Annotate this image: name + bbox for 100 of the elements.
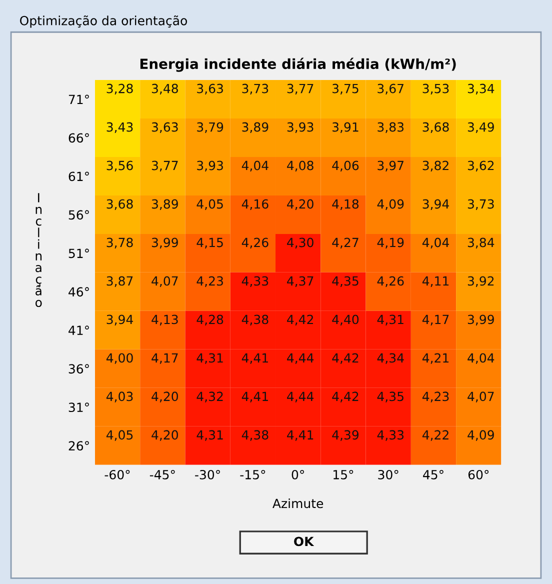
- data-label: 4,26: [242, 238, 268, 248]
- text: Optimização da orientação: [20, 15, 187, 28]
- data-label: 4,42: [332, 392, 358, 402]
- data-label: 4,17: [152, 353, 178, 364]
- data-label: 3,92: [468, 276, 494, 287]
- y-tick-label: 46°: [68, 287, 89, 297]
- data-label: 4,26: [377, 276, 404, 287]
- data-label: 3,34: [468, 84, 494, 95]
- data-label: 3,77: [287, 84, 314, 95]
- x-tick-label: -45°: [150, 470, 175, 480]
- data-label: 3,73: [468, 199, 494, 210]
- data-label: 3,94: [422, 199, 449, 210]
- data-label: 4,34: [377, 353, 404, 364]
- chart-title: Energia incidente diária média (kWh/m²): [140, 58, 456, 72]
- data-label: 4,44: [287, 353, 314, 364]
- data-label: 4,05: [196, 199, 223, 210]
- data-label: 4,44: [287, 392, 314, 402]
- data-label: 4,04: [468, 353, 494, 364]
- data-label: 4,38: [242, 430, 268, 441]
- data-label: 4,33: [242, 276, 268, 287]
- data-label: 3,93: [287, 122, 314, 134]
- data-label: 3,53: [422, 84, 449, 95]
- data-label: 4,41: [242, 392, 268, 402]
- data-label: 4,08: [287, 160, 314, 172]
- y-tick-label: 71°: [68, 94, 89, 104]
- data-label: 4,41: [287, 430, 314, 441]
- y-tick-label: 31°: [68, 402, 89, 412]
- data-label: 3,99: [468, 314, 494, 326]
- x-tick-label: 45°: [423, 470, 444, 480]
- data-label: 3,63: [152, 122, 178, 134]
- data-label: 3,89: [242, 122, 268, 134]
- x-tick-label: -60°: [104, 470, 130, 480]
- data-label: 3,48: [152, 84, 178, 95]
- y-tick-label: 66°: [68, 133, 89, 143]
- data-label: 4,35: [332, 276, 358, 287]
- data-label: 3,78: [106, 238, 133, 248]
- text: Inclinação: [36, 193, 42, 308]
- data-label: 4,41: [242, 353, 268, 364]
- x-tick-label: -30°: [195, 470, 220, 480]
- text: OK: [294, 536, 314, 546]
- data-label: 4,06: [332, 160, 359, 172]
- data-label: 4,28: [196, 314, 224, 326]
- data-label: 4,38: [242, 314, 268, 326]
- data-label: 3,97: [378, 160, 404, 172]
- data-label: 4,30: [287, 238, 314, 248]
- data-label: 3,43: [106, 122, 133, 134]
- data-label: 4,20: [152, 430, 178, 441]
- data-label: 4,04: [242, 160, 268, 172]
- y-tick-label: 61°: [68, 172, 89, 182]
- data-label: 4,31: [196, 353, 223, 364]
- data-label: 3,89: [152, 199, 178, 210]
- data-label: 4,04: [422, 238, 449, 248]
- x-tick-label: 30°: [378, 470, 398, 480]
- data-label: 3,56: [106, 160, 133, 172]
- data-label: 4,05: [106, 430, 133, 441]
- data-label: 3,77: [152, 160, 178, 172]
- data-label: 4,31: [377, 314, 404, 326]
- data-label: 3,62: [468, 160, 494, 172]
- data-label: 4,23: [196, 276, 223, 287]
- data-label: 4,09: [468, 430, 494, 441]
- data-label: 4,32: [196, 392, 223, 402]
- data-label: 4,07: [468, 392, 494, 402]
- data-label: 4,37: [287, 276, 314, 287]
- x-tick-label: 15°: [334, 470, 354, 480]
- x-tick-label: 60°: [468, 470, 489, 480]
- data-label: 3,99: [152, 238, 178, 248]
- data-label: 4,20: [152, 392, 178, 402]
- data-label: 4,27: [332, 238, 358, 248]
- data-label: 3,49: [468, 122, 494, 134]
- data-label: 4,39: [332, 430, 359, 441]
- data-label: 4,00: [106, 353, 133, 364]
- data-label: 4,17: [422, 314, 449, 326]
- data-label: 3,73: [242, 84, 268, 95]
- data-label: 4,03: [106, 392, 133, 402]
- data-label: 4,19: [377, 238, 404, 248]
- data-label: 4,40: [332, 314, 359, 326]
- x-axis-title: Azimute: [272, 498, 324, 508]
- data-label: 3,93: [197, 160, 223, 172]
- data-label: 3,87: [106, 276, 133, 287]
- data-label: 3,68: [106, 199, 133, 210]
- data-label: 4,11: [422, 276, 449, 287]
- data-label: 4,42: [332, 353, 358, 364]
- data-label: 3,67: [378, 84, 404, 95]
- data-label: 3,28: [106, 84, 133, 95]
- data-label: 4,15: [196, 238, 223, 248]
- y-tick-label: 41°: [68, 326, 89, 335]
- data-label: 4,31: [196, 430, 223, 441]
- y-tick-label: 36°: [68, 364, 89, 374]
- x-tick-label: -15°: [240, 470, 266, 480]
- x-tick-label: 0°: [292, 470, 304, 480]
- data-label: 3,75: [332, 84, 358, 95]
- data-label: 4,33: [377, 430, 404, 441]
- data-label: 4,16: [242, 199, 268, 210]
- data-label: 4,18: [332, 199, 359, 210]
- data-label: 3,94: [106, 314, 133, 326]
- data-label: 3,79: [197, 122, 224, 134]
- y-tick-label: 51°: [68, 248, 89, 258]
- y-tick-label: 26°: [68, 441, 89, 451]
- data-label: 4,42: [287, 314, 313, 326]
- data-label: 3,84: [468, 238, 494, 248]
